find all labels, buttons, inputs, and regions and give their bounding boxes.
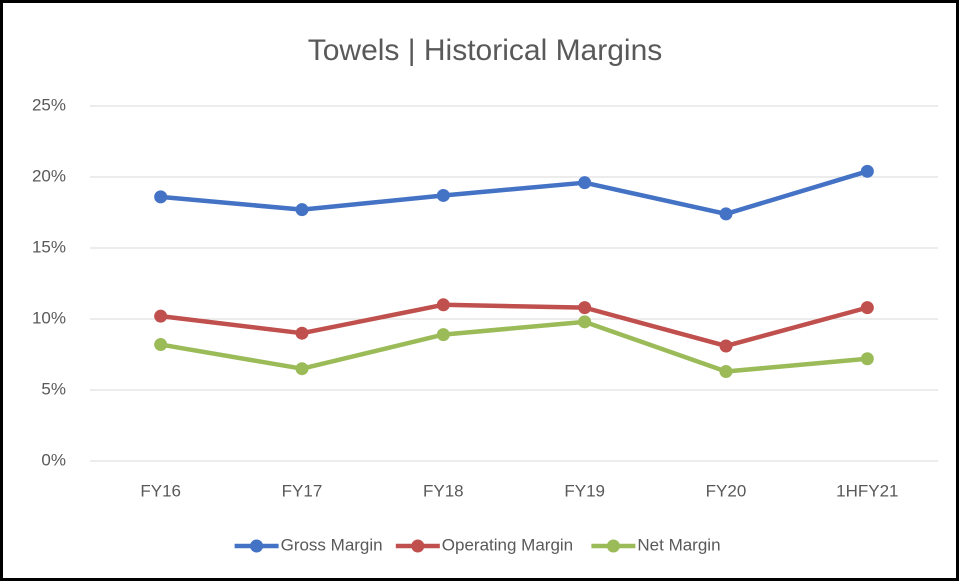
y-tick-label: 15% (32, 237, 66, 256)
data-point (436, 298, 450, 312)
data-point (295, 362, 309, 376)
legend-label: Net Margin (637, 535, 720, 554)
legend-label: Operating Margin (442, 535, 573, 554)
data-point (436, 188, 450, 202)
data-point (578, 301, 592, 315)
data-point (295, 326, 309, 340)
y-tick-label: 10% (32, 308, 66, 327)
x-tick-label: FY20 (706, 481, 747, 500)
data-point (578, 315, 592, 329)
data-point (719, 207, 733, 221)
legend-marker (250, 539, 264, 553)
data-point (154, 309, 168, 323)
data-point (719, 365, 733, 379)
y-tick-label: 0% (41, 450, 66, 469)
data-point (154, 190, 168, 204)
series-line (160, 169, 868, 217)
series-line (160, 302, 868, 349)
x-tick-label: FY18 (423, 481, 464, 500)
data-point (860, 301, 874, 315)
y-tick-label: 25% (32, 95, 66, 114)
data-point (436, 328, 450, 342)
data-point (154, 338, 168, 352)
data-point (860, 164, 874, 178)
legend-label: Gross Margin (281, 535, 383, 554)
legend-marker (606, 539, 620, 553)
legend-marker (411, 539, 425, 553)
x-tick-label: FY17 (282, 481, 323, 500)
y-tick-label: 20% (32, 166, 66, 185)
chart-title: Towels | Historical Margins (308, 34, 663, 67)
data-point (578, 176, 592, 190)
data-point (860, 352, 874, 366)
x-tick-label: FY16 (140, 481, 181, 500)
data-point (295, 203, 309, 217)
y-tick-label: 5% (41, 379, 66, 398)
series-line (160, 319, 868, 374)
x-tick-label: 1HFY21 (836, 481, 898, 500)
data-point (719, 339, 733, 353)
x-tick-label: FY19 (564, 481, 605, 500)
